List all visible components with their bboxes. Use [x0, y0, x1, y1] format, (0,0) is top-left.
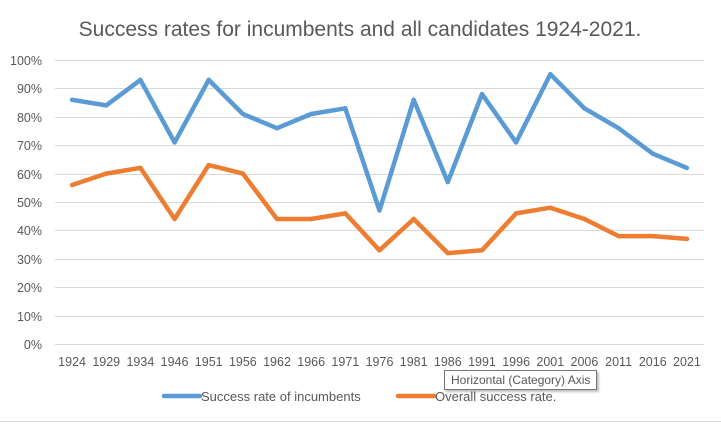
- y-tick-label: 20%: [17, 281, 42, 295]
- y-tick-label: 0%: [24, 338, 42, 352]
- legend-entry[interactable]: Overall success rate.: [395, 389, 556, 404]
- x-tick-label: 1934: [126, 355, 154, 369]
- x-tick-label: 1966: [297, 355, 325, 369]
- data-point[interactable]: [479, 248, 485, 253]
- data-point[interactable]: [274, 126, 280, 131]
- data-point[interactable]: [69, 182, 75, 188]
- data-point[interactable]: [582, 106, 587, 111]
- x-tick-label: 1924: [58, 355, 86, 369]
- data-point[interactable]: [616, 126, 621, 131]
- y-axis[interactable]: 0% 10% 20% 30% 40% 50% 60% 70% 80% 90% 100%: [10, 54, 42, 352]
- x-tick-label: 1929: [92, 355, 120, 369]
- axis-tooltip: Horizontal (Category) Axis: [444, 370, 598, 390]
- legend-entry[interactable]: Success rate of incumbents: [161, 389, 361, 404]
- x-tick-label: 1971: [331, 355, 359, 369]
- data-point[interactable]: [104, 103, 109, 108]
- y-tick-label: 100%: [10, 54, 42, 68]
- data-point[interactable]: [513, 211, 519, 216]
- data-point[interactable]: [411, 97, 416, 103]
- data-point[interactable]: [548, 205, 553, 210]
- chart-title: Success rates for incumbents and all can…: [79, 18, 642, 41]
- y-tick-label: 80%: [17, 111, 42, 125]
- data-point[interactable]: [650, 151, 655, 156]
- y-tick-label: 70%: [17, 139, 42, 153]
- x-tick-label: 2011: [605, 355, 632, 369]
- data-point[interactable]: [445, 250, 450, 256]
- series-line[interactable]: [69, 71, 690, 213]
- data-point[interactable]: [377, 248, 382, 253]
- x-axis[interactable]: 1924 1929 1934 1946 1951 1956 1962 1966 1971 1976…: [58, 355, 701, 369]
- data-point[interactable]: [274, 216, 280, 222]
- data-point[interactable]: [479, 91, 485, 97]
- y-tick-label: 90%: [17, 82, 42, 96]
- data-point[interactable]: [138, 165, 143, 171]
- series-incumbents[interactable]: [69, 71, 690, 213]
- data-point[interactable]: [377, 208, 382, 213]
- legend-label: Success rate of incumbents: [201, 389, 361, 404]
- x-tick-label: 2021: [673, 355, 701, 369]
- data-point[interactable]: [138, 77, 143, 83]
- data-point[interactable]: [309, 216, 314, 222]
- data-point[interactable]: [240, 171, 246, 176]
- plot-series: [69, 71, 690, 256]
- data-point[interactable]: [309, 111, 314, 117]
- x-tick-label: 1962: [263, 355, 291, 369]
- y-tick-label: 30%: [17, 253, 42, 267]
- y-tick-label: 50%: [17, 196, 42, 210]
- x-tick-label: 1981: [400, 355, 428, 369]
- x-tick-label: 1951: [195, 355, 223, 369]
- data-point[interactable]: [69, 97, 75, 103]
- y-tick-label: 60%: [17, 168, 42, 182]
- x-tick-label: 1996: [502, 355, 530, 369]
- x-tick-label: 1986: [434, 355, 462, 369]
- y-tick-label: 40%: [17, 224, 42, 238]
- data-point[interactable]: [411, 216, 416, 222]
- data-point[interactable]: [650, 233, 655, 239]
- data-point[interactable]: [616, 233, 621, 239]
- data-point[interactable]: [206, 162, 211, 168]
- y-tick-label: 10%: [17, 310, 42, 324]
- data-point[interactable]: [548, 72, 553, 77]
- data-point[interactable]: [582, 216, 587, 222]
- data-point[interactable]: [343, 106, 348, 111]
- data-point[interactable]: [684, 236, 690, 242]
- x-tick-label: 1991: [468, 355, 496, 369]
- series-overall[interactable]: [69, 162, 690, 256]
- data-point[interactable]: [172, 140, 177, 145]
- x-tick-label: 2001: [536, 355, 564, 369]
- x-tick-label: 2016: [639, 355, 667, 369]
- x-tick-label: 2006: [571, 355, 599, 369]
- data-point[interactable]: [104, 171, 109, 176]
- data-point[interactable]: [445, 179, 450, 185]
- data-point[interactable]: [172, 216, 177, 222]
- legend[interactable]: Success rate of incumbents Overall succes…: [161, 389, 556, 404]
- legend-label: Overall success rate.: [435, 389, 556, 404]
- data-point[interactable]: [684, 165, 690, 171]
- data-point[interactable]: [343, 211, 348, 216]
- data-point[interactable]: [240, 111, 246, 117]
- data-point[interactable]: [206, 77, 211, 83]
- x-tick-label: 1976: [366, 355, 394, 369]
- data-point[interactable]: [513, 140, 519, 145]
- x-tick-label: 1946: [161, 355, 189, 369]
- x-tick-label: 1956: [229, 355, 257, 369]
